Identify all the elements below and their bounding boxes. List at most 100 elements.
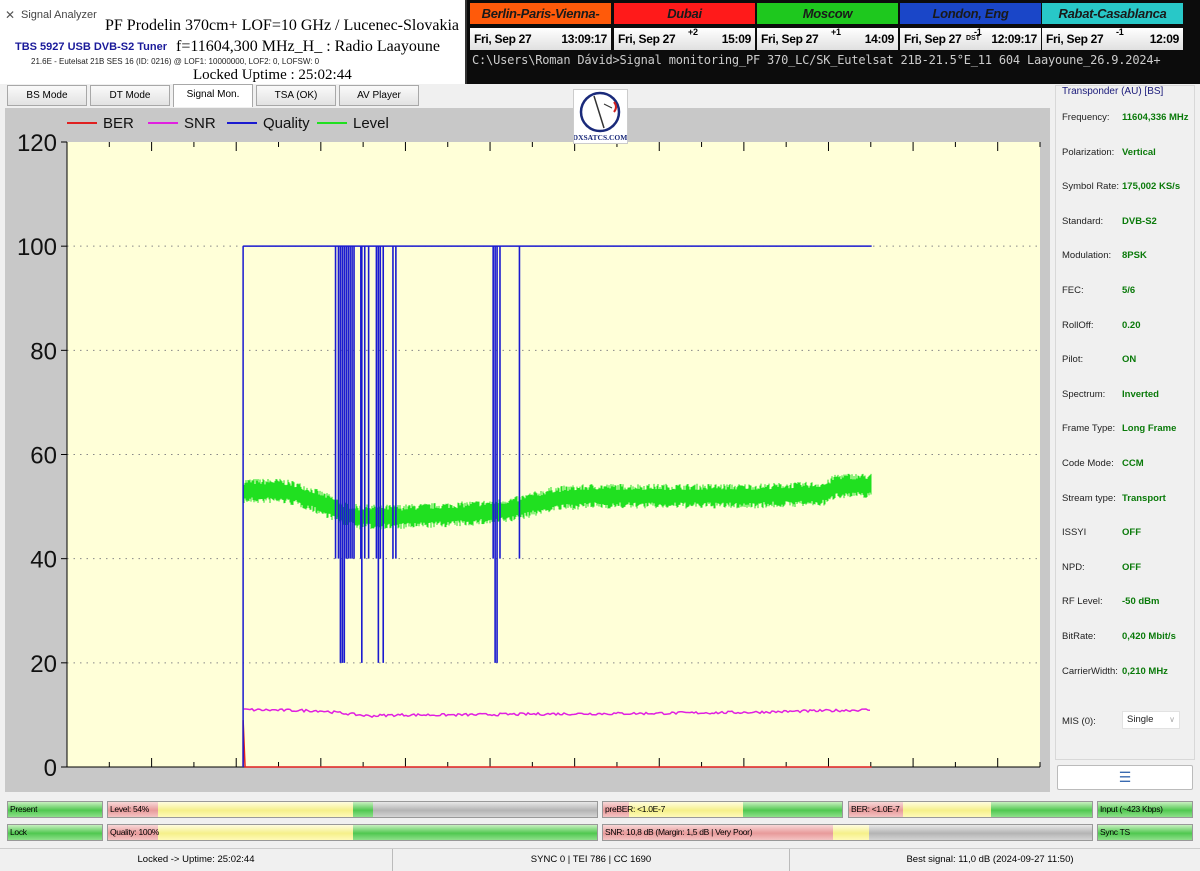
clock-0: Berlin-Paris-Vienna-Roma Fri, Sep 27 13:… xyxy=(470,3,611,50)
signal-chart: 0 20 40 60 80 100 120 BER SNR Quality Level xyxy=(5,108,1050,792)
panel-toggle-button[interactable]: ☰ xyxy=(1057,765,1193,790)
clock-time-box: Fri, Sep 27 13:09:17 xyxy=(470,28,611,50)
clock-offset: +1 xyxy=(831,27,841,37)
legend-label-level: Level xyxy=(353,115,389,132)
clock-city: Berlin-Paris-Vienna-Roma xyxy=(470,3,611,42)
tab-tsa[interactable]: TSA (OK) xyxy=(256,85,336,106)
y-tick-label: 120 xyxy=(17,130,57,157)
transponder-value: Inverted xyxy=(1122,388,1159,400)
tab-av-player[interactable]: AV Player xyxy=(339,85,419,106)
y-tick-label: 100 xyxy=(17,234,57,261)
transponder-label: ISSYI xyxy=(1062,527,1087,539)
transponder-label: Code Mode: xyxy=(1062,458,1114,469)
transponder-label: Pilot: xyxy=(1062,354,1084,366)
transponder-label: Stream type: xyxy=(1062,492,1116,504)
transponder-title: Transponder (AU) [BS] xyxy=(1062,86,1164,97)
y-tick-label: 80 xyxy=(30,338,57,365)
transponder-value: DVB-S2 xyxy=(1122,215,1157,227)
legend-label-quality: Quality xyxy=(263,115,310,132)
clock-date: Fri, Sep 27 xyxy=(618,32,676,46)
transponder-label: NPD: xyxy=(1062,561,1085,573)
transponder-label: Spectrum: xyxy=(1062,388,1106,400)
mis-select[interactable]: Single ∨ xyxy=(1122,711,1180,729)
clock-4: Rabat-Casablanca Fri, Sep 27 -1 12:09 xyxy=(1042,3,1183,50)
snr-series xyxy=(244,707,871,718)
status-best-signal: Best signal: 11,0 dB (2024-09-27 11:50) xyxy=(906,854,1074,865)
tab-dt-mode[interactable]: DT Mode xyxy=(90,85,170,106)
transponder-label: BitRate: xyxy=(1062,631,1096,642)
snr-meter: SNR: 10,8 dB (Margin: 1,5 dB | Very Poor… xyxy=(602,824,1093,841)
overlay-caption-frequency: f=11604,300 MHz_H_ : Radio Laayoune xyxy=(176,38,440,55)
satellite-dish-icon: ✕ xyxy=(5,8,16,22)
tab-signal-mon[interactable]: Signal Mon. xyxy=(173,84,253,107)
transponder-label: Symbol Rate: xyxy=(1062,181,1120,193)
tab-bs-mode[interactable]: BS Mode xyxy=(7,85,87,106)
transponder-label: RF Level: xyxy=(1062,596,1103,608)
transponder-value: ON xyxy=(1122,354,1137,366)
legend-label-ber: BER xyxy=(103,115,134,132)
clock-offset: -1 xyxy=(1116,27,1124,37)
clock-time-box: Fri, Sep 27 +2 15:09 xyxy=(614,27,755,50)
y-tick-label: 20 xyxy=(30,651,57,678)
transponder-value: 0.20 xyxy=(1122,319,1141,331)
plot-area xyxy=(67,142,1040,767)
transponder-value: Long Frame xyxy=(1122,423,1177,435)
transponder-value: 0,210 MHz xyxy=(1122,665,1168,677)
status-bar: Locked -> Uptime: 25:02:44 SYNC 0 | TEI … xyxy=(0,848,1200,871)
clock-offset: -1 xyxy=(974,27,982,37)
terminal-command: C:\Users\Roman Dávid>Signal monitoring_P… xyxy=(472,53,1161,67)
quality-meter: Quality: 100% xyxy=(107,824,598,841)
level-meter: Level: 54% xyxy=(107,801,598,818)
transponder-label: Standard: xyxy=(1062,215,1104,227)
transponder-label: Frame Type: xyxy=(1062,423,1116,435)
transponder-value: -50 dBm xyxy=(1122,596,1160,608)
transponder-label: Frequency: xyxy=(1062,112,1110,123)
clock-2: Moscow Fri, Sep 27 +1 14:09 xyxy=(757,3,898,50)
preber-meter: preBER: <1.0E-7 xyxy=(602,801,843,818)
satellite-info: 21.6E - Eutelsat 21B SES 16 (ID: 0216) @… xyxy=(31,57,320,66)
transponder-value: 11604,336 MHz xyxy=(1122,112,1189,123)
window-title: Signal Analyzer xyxy=(21,9,97,21)
clock-1: Dubai Fri, Sep 27 +2 15:09 xyxy=(614,3,755,50)
clock-city: Moscow xyxy=(757,3,898,24)
input-indicator: Input (~423 Kbps) xyxy=(1097,801,1193,818)
transponder-label: Polarization: xyxy=(1062,146,1115,158)
transponder-value: OFF xyxy=(1122,527,1141,539)
y-tick-label: 40 xyxy=(30,547,57,574)
overlay-caption-uptime: Locked Uptime : 25:02:44 xyxy=(193,67,352,83)
chevron-down-icon: ∨ xyxy=(1169,715,1175,724)
transponder-value: 175,002 KS/s xyxy=(1122,181,1181,193)
status-sync: SYNC 0 | TEI 786 | CC 1690 xyxy=(393,849,790,871)
transponder-label: Modulation: xyxy=(1062,250,1112,262)
mis-label: MIS (0): xyxy=(1062,716,1096,727)
clock-time: 15:09 xyxy=(721,32,752,46)
clock-city: London, Eng xyxy=(900,3,1041,24)
ber-meter: BER: <1.0E-7 xyxy=(848,801,1093,818)
chart-svg: 0 20 40 60 80 100 120 BER SNR Quality Level xyxy=(17,115,1041,782)
lock-indicator: Lock xyxy=(7,824,103,841)
clock-date: Fri, Sep 27 xyxy=(1046,32,1104,46)
clock-date: Fri, Sep 27 xyxy=(904,32,962,46)
clock-time: 12:09:17 xyxy=(991,32,1037,46)
clock-time: 14:09 xyxy=(864,32,895,46)
transponder-value: 5/6 xyxy=(1122,285,1136,296)
transponder-value: 0,420 Mbit/s xyxy=(1122,631,1176,642)
clock-3: London, Eng Fri, Sep 27 -1 DST 12:09:17 xyxy=(900,3,1041,50)
y-tick-label: 60 xyxy=(30,443,57,470)
sync-ts-indicator: Sync TS xyxy=(1097,824,1193,841)
y-tick-label: 0 xyxy=(44,755,57,782)
present-indicator: Present xyxy=(7,801,103,818)
transponder-value: Transport xyxy=(1122,492,1166,504)
transponder-value: CCM xyxy=(1122,458,1144,469)
clock-city: Rabat-Casablanca xyxy=(1042,3,1183,24)
clock-time-box: Fri, Sep 27 -1 DST 12:09:17 xyxy=(900,27,1041,50)
dxsatcs-logo: DXSATCS.COM xyxy=(573,89,628,144)
transponder-value: Vertical xyxy=(1122,146,1156,158)
clock-time: 13:09:17 xyxy=(561,32,607,46)
list-icon: ☰ xyxy=(1118,769,1132,785)
clock-time-box: Fri, Sep 27 -1 12:09 xyxy=(1042,27,1183,50)
transponder-value: 8PSK xyxy=(1122,250,1147,262)
clock-date: Fri, Sep 27 xyxy=(474,32,532,46)
clock-time-box: Fri, Sep 27 +1 14:09 xyxy=(757,27,898,50)
overlay-caption-dish: PF Prodelin 370cm+ LOF=10 GHz / Lucenec-… xyxy=(105,17,459,34)
